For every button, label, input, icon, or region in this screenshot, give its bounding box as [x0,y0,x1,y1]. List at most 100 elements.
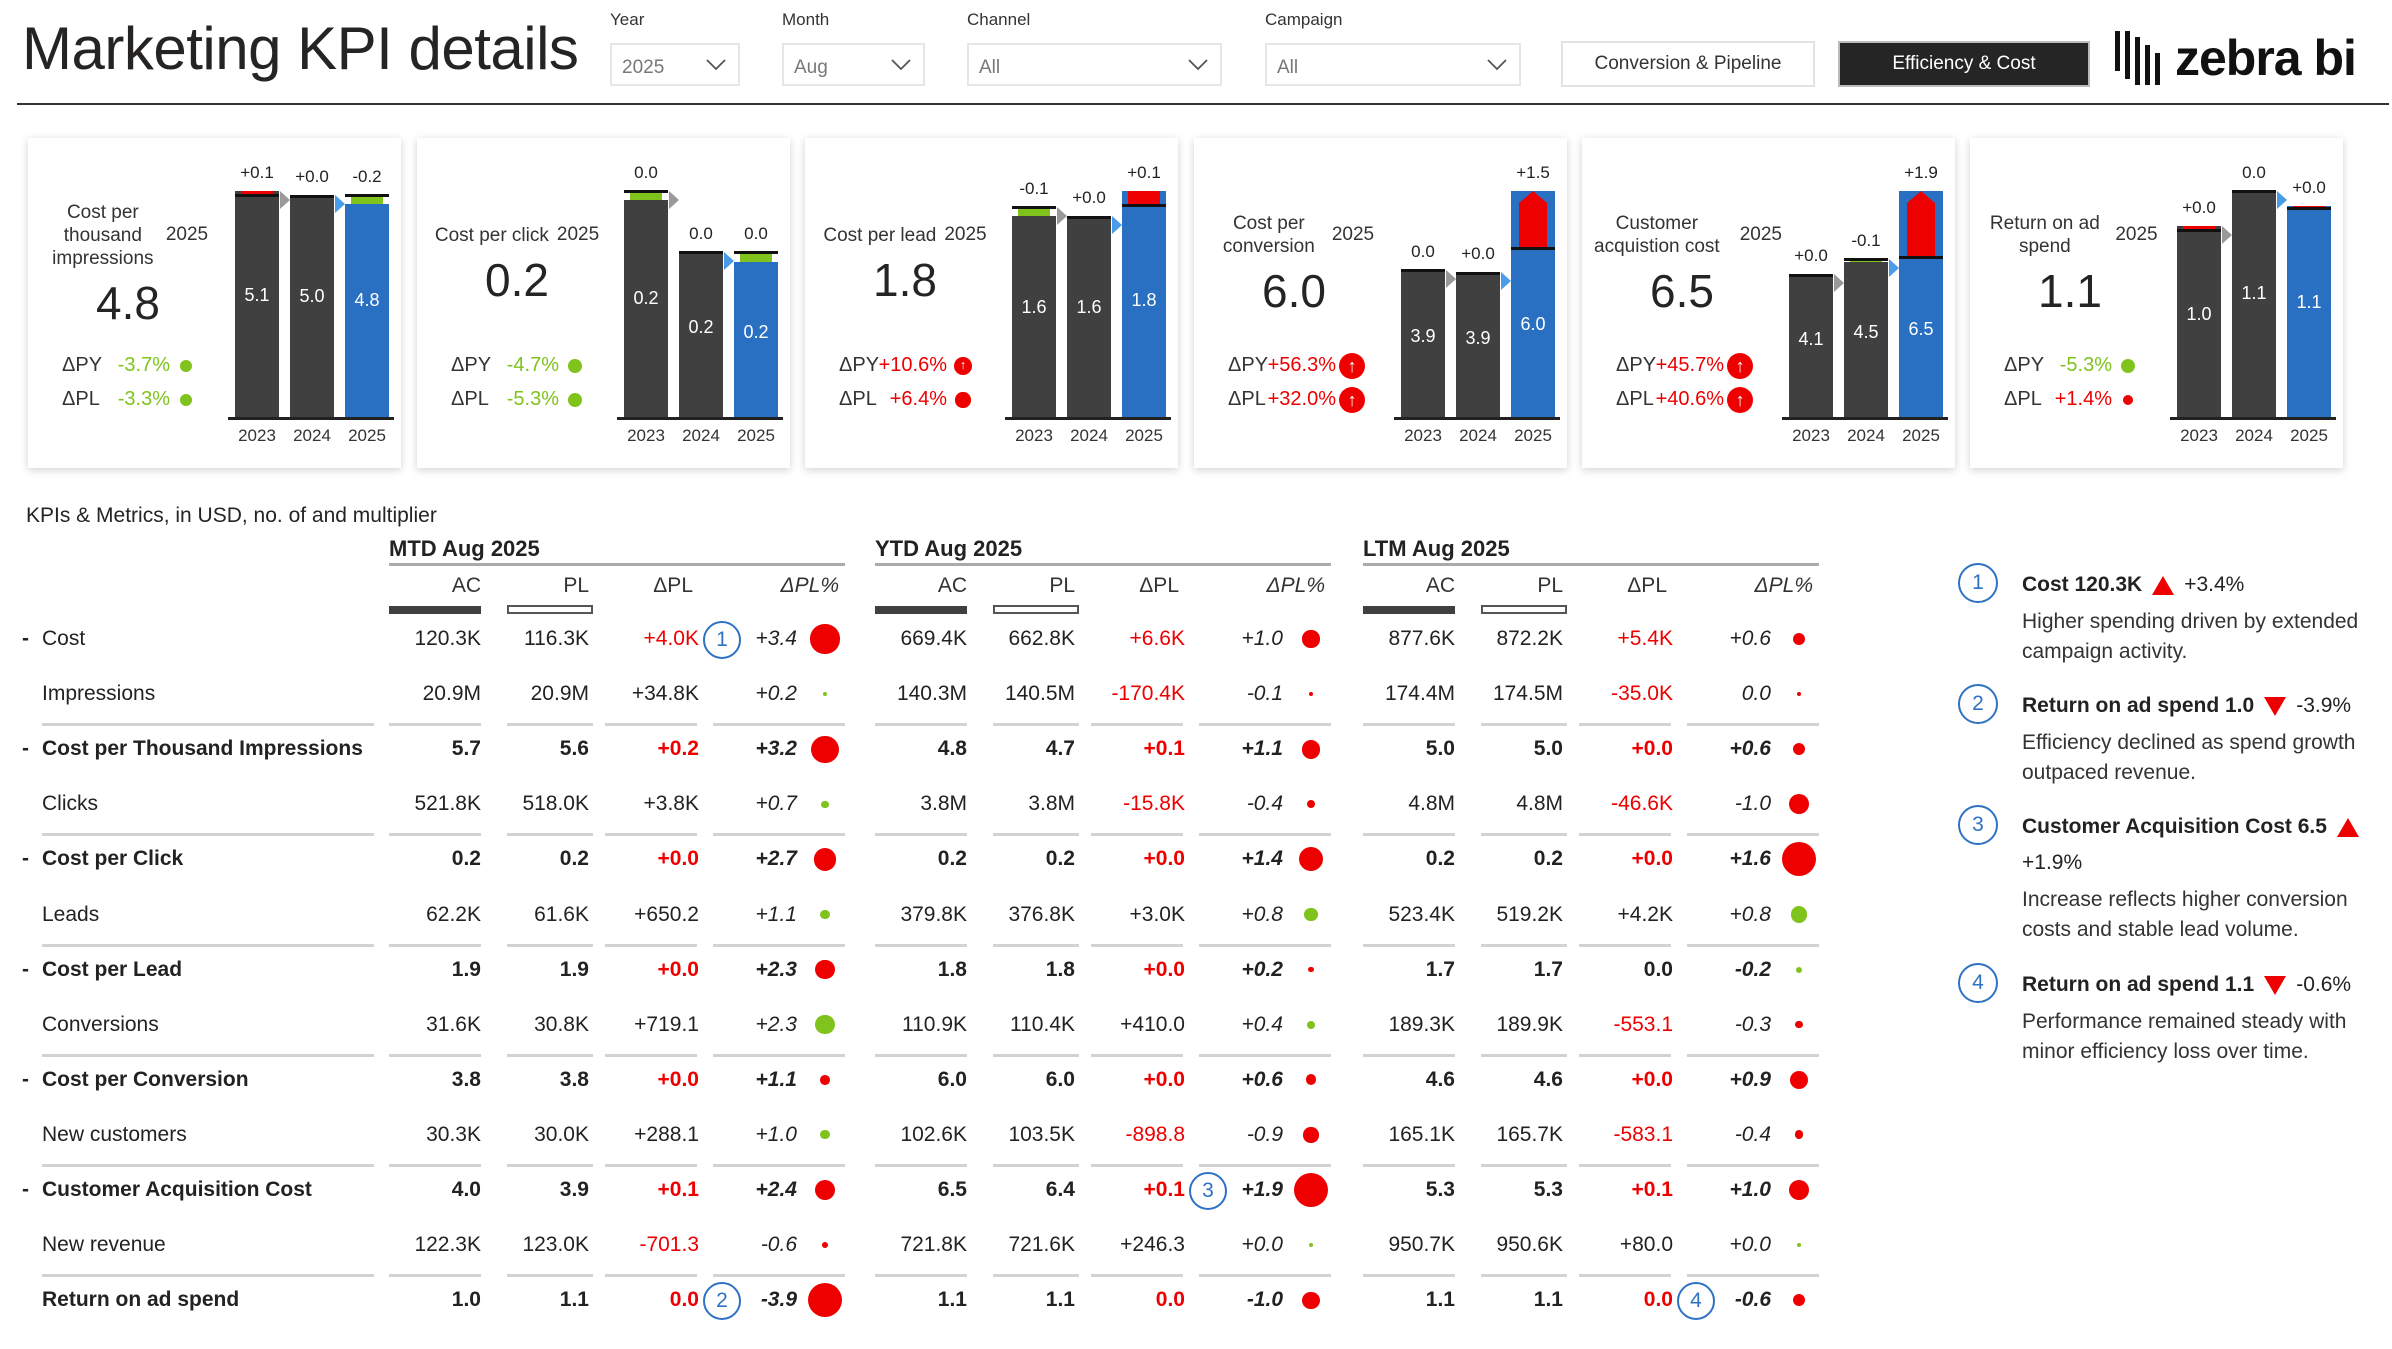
kpi-title: Cost per lead [823,224,937,246]
dpl-value: +1.4% [2054,388,2112,410]
connector-triangle-icon [2222,225,2232,244]
dpl-label: ΔPL [839,388,877,410]
cell-pl: 5.0 [1533,737,1563,761]
table-row: - Cost per Conversion 3.8 3.8 +0.0 +1.1 6.0 6.0… [0,1068,1830,1098]
variance-dot [1794,1130,1804,1140]
cell-dpl: +719.1 [634,1012,699,1036]
cell-dplpct: -1.0 [1734,792,1771,816]
cell-pl: 20.9M [530,682,589,706]
annotation-marker-2[interactable]: 2 [703,1282,741,1321]
row-separator [42,1053,374,1057]
variance-dot [820,1130,830,1140]
cell-pl: 518.0K [522,792,589,816]
bar-value-2024: 1.1 [2241,283,2267,304]
variance-dot [1797,1243,1801,1248]
cell-pl: 950.6K [1496,1233,1563,1257]
plan-line-2023 [2177,229,2221,232]
note-change: -0.6% [2296,973,2352,996]
variance-bar-2025 [1519,203,1547,248]
cell-ac: 6.0 [937,1067,967,1091]
table-row: - Customer Acquisition Cost 4.0 3.9 +0.1 +2.4… [0,1172,1830,1210]
cell-pl: 189.9K [1496,1012,1563,1036]
row-separator [713,1163,845,1167]
annotation-marker-3[interactable]: 3 [1958,805,1998,845]
up-arrow-circle-icon: ↑ [1727,387,1753,413]
chevron-down-icon [891,59,911,71]
cell-dplpct: -0.6 [1734,1288,1771,1312]
row-separator [1199,833,1331,837]
up-arrow-circle-icon [2122,394,2134,406]
cell-dpl: -898.8 [1125,1122,1185,1146]
annotation-marker-2[interactable]: 2 [1958,684,1998,724]
cell-dpl: +0.1 [657,1178,699,1201]
filter-month-dropdown[interactable]: Aug [782,43,925,86]
table-row: New customers 30.3K 30.0K +288.1 +1.0 102.6K 1… [0,1123,1830,1153]
annotation-marker-4[interactable]: 4 [1677,1282,1715,1321]
cell-pl: 5.3 [1533,1178,1563,1201]
collapse-toggle[interactable]: - [22,1178,29,1201]
row-separator [1687,833,1819,837]
cell-dplpct: -0.3 [1734,1012,1771,1036]
cell-dplpct: +0.4 [1241,1012,1283,1036]
collapse-toggle[interactable]: - [22,957,29,981]
bar-value-2025: 1.1 [2296,291,2322,312]
annotation-marker-3[interactable]: 3 [1189,1172,1227,1210]
cell-dpl: 0.0 [1643,957,1673,981]
variance-dot [1304,907,1318,922]
cell-ac: 721.8K [900,1233,967,1257]
bar-2024 [679,254,723,417]
variance-dot [1795,966,1802,973]
collapse-toggle[interactable]: - [22,627,29,650]
collapse-toggle[interactable]: - [22,737,29,761]
plan-line-2025 [345,194,389,198]
cell-pl: 3.9 [559,1178,589,1201]
filter-channel-dropdown[interactable]: All [967,43,1222,86]
kpi-year: 2025 [1331,224,1375,245]
cell-ac: 1.8 [937,957,967,981]
note-metric: Cost 120.3K [2022,573,2143,596]
bar-value-2023: 1.6 [1021,296,1047,317]
annotation-marker-1[interactable]: 1 [1958,563,1998,603]
cell-pl: 662.8K [1008,627,1075,650]
row-separator [1481,723,1567,727]
plan-line-2025 [1122,203,1166,207]
cell-ac: 189.3K [1388,1012,1455,1036]
row-label: Return on ad spend [42,1288,240,1312]
group-underline [389,563,845,566]
cell-pl: 0.2 [559,847,589,871]
filter-year-dropdown[interactable]: 2025 [610,43,740,86]
row-label: Cost per Thousand Impressions [42,737,363,761]
row-separator [1687,1053,1819,1057]
row-separator [1091,1163,1183,1167]
collapse-toggle[interactable]: - [22,1067,29,1091]
cell-dpl: +0.0 [1143,957,1185,981]
note-body: Performance remained steady with minor e… [2022,1010,2347,1063]
annotation-marker-1[interactable]: 1 [703,621,741,659]
row-separator [1579,1053,1671,1057]
filter-campaign-dropdown[interactable]: All [1265,43,1521,86]
variance-dot [1792,632,1806,646]
cell-dplpct: -0.1 [1246,682,1283,706]
efficiency-cost-button[interactable]: Efficiency & Cost [1838,41,2090,87]
plan-line-2023 [1789,274,1833,278]
cell-dpl: -15.8K [1123,792,1185,816]
connector-triangle-icon [1889,258,1899,277]
filter-label-campaign: Campaign [1265,10,1343,29]
variance-dot [1294,1173,1328,1207]
variance-dot [1307,1020,1315,1029]
variance-bar-2025 [1907,203,1935,258]
row-separator [389,1053,481,1057]
actual-marker [389,606,481,614]
plan-line-2023 [1012,206,1056,210]
variance-dot [1782,842,1816,877]
cell-dpl: +0.0 [1143,847,1185,871]
dpy-value: -5.3% [2059,354,2112,376]
collapse-toggle[interactable]: - [22,847,29,871]
row-separator [42,1163,374,1167]
note-title: Customer Acquisition Cost 6.5 +1.9% [2022,809,2388,881]
annotation-marker-4[interactable]: 4 [1958,963,1998,1003]
conversion-pipeline-button[interactable]: Conversion & Pipeline [1561,41,1815,87]
bar-value-2025: 0.2 [743,321,769,342]
kpi-year: 2025 [944,224,987,245]
note-metric: Return on ad spend 1.1 [2022,973,2255,996]
